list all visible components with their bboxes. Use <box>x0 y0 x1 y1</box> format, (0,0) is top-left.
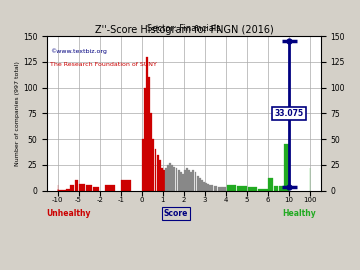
Bar <box>58 190 62 191</box>
Bar <box>62 190 66 191</box>
Title: Z''-Score Histogram for FNGN (2016): Z''-Score Histogram for FNGN (2016) <box>95 25 273 35</box>
Bar <box>75 180 78 191</box>
Bar <box>180 172 182 191</box>
Text: Healthy: Healthy <box>282 209 316 218</box>
Text: Sector: Financials: Sector: Financials <box>147 24 221 33</box>
Bar <box>182 174 184 191</box>
Bar <box>186 168 188 191</box>
Bar <box>237 187 247 191</box>
Bar <box>205 183 207 191</box>
Bar <box>226 185 236 191</box>
Bar <box>207 184 209 191</box>
Bar <box>144 88 146 191</box>
Bar <box>66 188 70 191</box>
Bar <box>199 178 201 191</box>
Bar <box>213 187 217 191</box>
Bar <box>201 180 203 191</box>
Bar <box>86 185 92 191</box>
Bar <box>152 139 154 191</box>
Bar <box>79 184 85 191</box>
Bar <box>159 160 161 191</box>
Text: 33.075: 33.075 <box>275 109 304 118</box>
Text: ©www.textbiz.org: ©www.textbiz.org <box>50 49 107 54</box>
Bar <box>178 170 180 191</box>
Bar <box>171 165 173 191</box>
Bar <box>148 77 150 191</box>
Bar <box>176 168 177 191</box>
Text: Score: Score <box>163 209 188 218</box>
Bar <box>167 165 169 191</box>
Bar <box>157 154 158 191</box>
Bar <box>105 185 115 191</box>
Bar <box>93 187 99 191</box>
Bar <box>163 170 165 191</box>
Bar <box>165 168 167 191</box>
Bar <box>188 170 190 191</box>
Bar <box>70 185 74 191</box>
Bar <box>269 178 273 191</box>
Bar <box>169 163 171 191</box>
Bar <box>174 167 175 191</box>
Bar <box>194 172 197 191</box>
Bar <box>121 180 131 191</box>
Bar <box>258 188 267 191</box>
Bar <box>203 182 205 191</box>
Bar <box>146 57 148 191</box>
Text: The Research Foundation of SUNY: The Research Foundation of SUNY <box>50 62 157 68</box>
Bar <box>222 187 226 191</box>
Bar <box>190 172 192 191</box>
Bar <box>274 187 278 191</box>
Bar <box>248 187 257 191</box>
Y-axis label: Number of companies (997 total): Number of companies (997 total) <box>15 61 20 166</box>
Bar <box>210 185 213 191</box>
Bar <box>218 187 222 191</box>
Bar <box>142 139 144 191</box>
Bar <box>184 170 186 191</box>
Bar <box>161 168 163 191</box>
Bar <box>284 144 289 191</box>
Bar <box>279 187 284 191</box>
Bar <box>197 176 198 191</box>
Bar <box>192 170 194 191</box>
Bar <box>154 149 156 191</box>
Bar <box>150 113 152 191</box>
Text: Unhealthy: Unhealthy <box>47 209 91 218</box>
